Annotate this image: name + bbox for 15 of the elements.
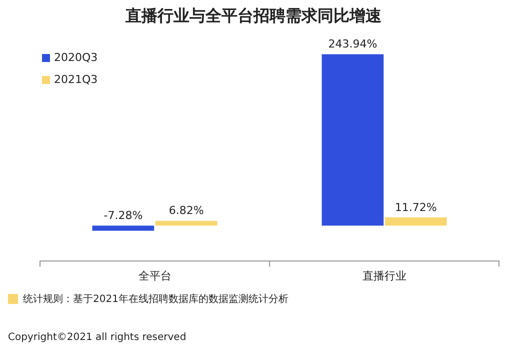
text: Copyright©2021 all rights reserved — [8, 332, 186, 342]
data-label: 11.72% — [394, 200, 437, 214]
data-label: 6.82% — [168, 204, 204, 218]
x-tick-label: 直播行业 — [362, 269, 406, 282]
bar — [322, 54, 384, 226]
x-tick-label: 全平台 — [138, 269, 172, 282]
legend-label: 2021Q3 — [54, 72, 98, 86]
chart-title: 直播行业与全平台招聘需求同比增速 — [124, 6, 382, 27]
text: 统计规则：基于2021年在线招聘数据库的数据监测统计分析 — [23, 292, 288, 306]
bar — [384, 217, 447, 226]
legend-label: 2020Q3 — [54, 50, 98, 64]
bar — [92, 226, 154, 231]
data-label: -7.28% — [104, 209, 143, 222]
bar — [155, 220, 218, 226]
data-label: 243.94% — [328, 38, 378, 51]
